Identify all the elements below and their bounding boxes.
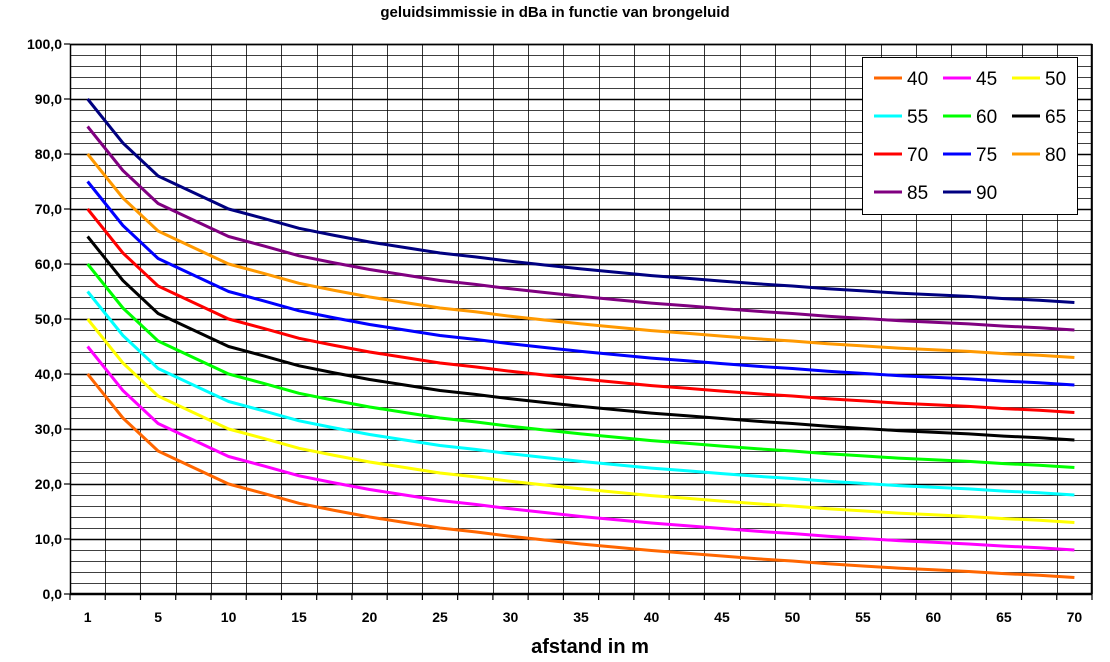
x-tick-label: 25: [432, 609, 448, 625]
y-tick-label: 50,0: [35, 311, 62, 327]
x-tick-label: 70: [1067, 609, 1083, 625]
legend-label: 85: [907, 183, 928, 204]
x-tick-label: 20: [362, 609, 378, 625]
series-line-65: [86, 235, 1075, 442]
legend-label: 65: [1045, 107, 1066, 128]
legend-label: 70: [907, 145, 928, 166]
legend-label: 55: [907, 107, 928, 128]
series-line-50: [86, 318, 1075, 524]
series-line-75: [86, 180, 1075, 387]
y-tick-label: 70,0: [35, 201, 62, 217]
x-tick-label: 45: [714, 609, 730, 625]
series-line-40: [86, 373, 1075, 579]
legend-label: 80: [1045, 145, 1066, 166]
legend-label: 45: [976, 69, 997, 90]
x-tick-label: 40: [644, 609, 660, 625]
y-tick-label: 20,0: [35, 476, 62, 492]
x-tick-label: 35: [573, 609, 589, 625]
x-tick-label: 15: [291, 609, 307, 625]
series-line-60: [86, 263, 1075, 469]
y-tick-label: 60,0: [35, 256, 62, 272]
y-tick-label: 100,0: [27, 36, 62, 52]
x-tick-label: 1: [84, 609, 92, 625]
series-line-70: [86, 208, 1075, 414]
y-tick-label: 40,0: [35, 366, 62, 382]
x-tick-label: 10: [221, 609, 237, 625]
y-tick-label: 90,0: [35, 91, 62, 107]
x-axis-label: afstand in m: [531, 636, 649, 658]
y-tick-label: 80,0: [35, 146, 62, 162]
legend-label: 50: [1045, 69, 1066, 90]
y-tick-label: 0,0: [43, 586, 63, 602]
x-tick-label: 60: [926, 609, 942, 625]
legend-label: 60: [976, 107, 997, 128]
legend-label: 90: [976, 183, 997, 204]
series-line-90: [86, 98, 1075, 304]
legend-label: 40: [907, 69, 928, 90]
legend-box: [862, 57, 1078, 215]
series-line-85: [86, 125, 1075, 332]
x-tick-label: 50: [785, 609, 801, 625]
legend-label: 75: [976, 145, 997, 166]
y-tick-label: 30,0: [35, 421, 62, 437]
x-tick-label: 65: [996, 609, 1012, 625]
plot-border: [69, 43, 1093, 595]
series-line-80: [86, 153, 1075, 359]
series-line-55: [86, 290, 1075, 497]
x-tick-label: 55: [855, 609, 871, 625]
series-line-45: [86, 345, 1075, 552]
y-tick-label: 10,0: [35, 531, 62, 547]
x-tick-label: 30: [503, 609, 519, 625]
chart-title: geluidsimmissie in dBa in functie van br…: [380, 4, 730, 21]
x-tick-label: 5: [154, 609, 162, 625]
